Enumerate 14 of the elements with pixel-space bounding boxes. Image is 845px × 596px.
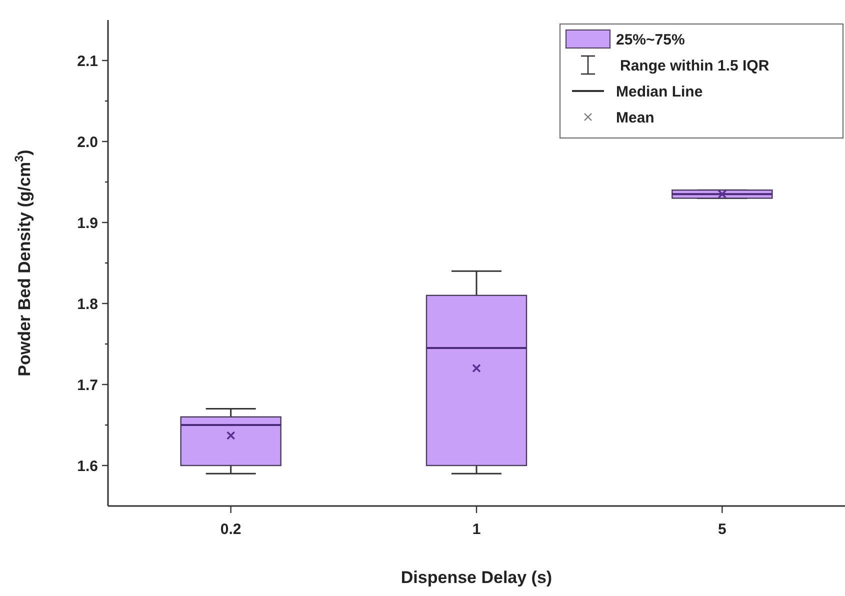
x-tick-label: 5 xyxy=(718,521,726,538)
legend-label: 25%~75% xyxy=(616,31,685,48)
y-tick-label: 2.0 xyxy=(77,134,98,151)
y-tick-label: 1.7 xyxy=(77,376,98,394)
y-tick-label: 1.6 xyxy=(77,458,98,475)
annotation: Range within 1.5 IQR xyxy=(620,57,770,74)
annotation: Mean xyxy=(616,109,654,126)
x-tick-label: 0.2 xyxy=(220,521,242,538)
y-tick-label: 2.1 xyxy=(77,52,98,70)
y-tick-label: 1.9 xyxy=(77,214,98,232)
y-tick-label: 1.8 xyxy=(77,296,98,313)
annotation: Median Line xyxy=(616,83,703,100)
x-axis-title: Dispense Delay (s) xyxy=(400,568,552,587)
x-tick-label: 1 xyxy=(472,521,481,538)
